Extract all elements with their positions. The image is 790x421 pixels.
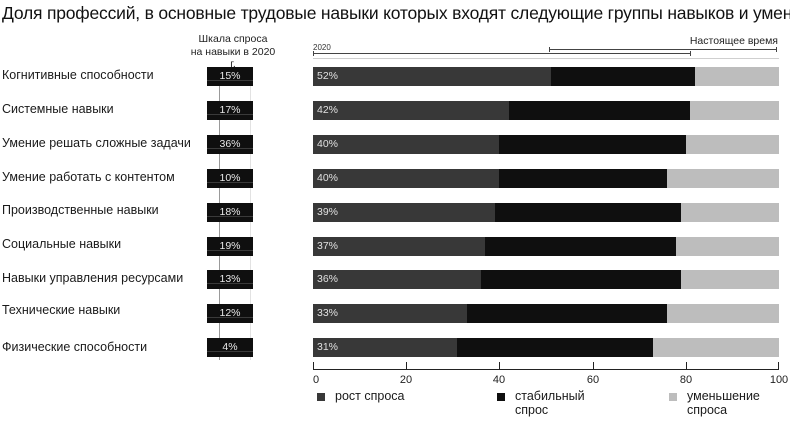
timeline-2020-bracket bbox=[313, 51, 691, 56]
legend-item-stable: стабильный спрос bbox=[497, 389, 590, 417]
row-label: Социальные навыки bbox=[2, 237, 122, 251]
demand-scale-box: 10% bbox=[207, 169, 253, 188]
row-label: Навыки управления ресурсами bbox=[2, 271, 184, 285]
segment-growth: 52% bbox=[313, 67, 551, 86]
scale-header-line1: Шкала спроса bbox=[198, 33, 268, 45]
stacked-bar: 40% bbox=[313, 169, 779, 188]
segment-decline bbox=[681, 203, 779, 222]
stacked-bar: 31% bbox=[313, 338, 779, 357]
segment-stable bbox=[485, 237, 677, 256]
timeline-now-bracket bbox=[549, 47, 777, 52]
axis-tick bbox=[313, 362, 314, 370]
header-separator bbox=[313, 58, 779, 59]
segment-stable bbox=[480, 270, 682, 289]
x-axis bbox=[313, 362, 779, 370]
legend-swatch-icon bbox=[669, 393, 677, 401]
legend-label: стабильный спрос bbox=[515, 389, 585, 417]
segment-growth: 31% bbox=[313, 338, 458, 357]
stacked-bar: 36% bbox=[313, 270, 779, 289]
bracket-cap-right bbox=[776, 47, 777, 52]
growth-value: 52% bbox=[317, 70, 339, 82]
demand-scale-box: 18% bbox=[207, 203, 253, 222]
axis-tick-label: 40 bbox=[492, 374, 506, 386]
axis-tick bbox=[685, 362, 687, 370]
row-label: Умение решать сложные задачи bbox=[2, 136, 191, 150]
legend-item-growth: рост спроса bbox=[317, 389, 445, 403]
demand-scale-box: 12% bbox=[207, 304, 253, 323]
demand-scale-box: 36% bbox=[207, 135, 253, 154]
row-label: Технические навыки bbox=[2, 303, 121, 317]
segment-growth: 39% bbox=[313, 203, 495, 222]
growth-value: 39% bbox=[317, 206, 339, 218]
segment-growth: 42% bbox=[313, 101, 509, 120]
segment-stable bbox=[508, 101, 691, 120]
growth-value: 42% bbox=[317, 104, 339, 116]
axis-tick bbox=[777, 362, 779, 370]
axis-tick-label: 0 bbox=[312, 374, 320, 386]
demand-scale-box: 17% bbox=[207, 101, 253, 120]
growth-value: 31% bbox=[317, 341, 339, 353]
segment-growth: 37% bbox=[313, 237, 486, 256]
segment-stable bbox=[494, 203, 682, 222]
legend-swatch-icon bbox=[317, 393, 325, 401]
segment-decline bbox=[690, 101, 779, 120]
segment-growth: 36% bbox=[313, 270, 481, 289]
row-label: Когнитивные способности bbox=[2, 68, 154, 82]
demand-scale-box: 15% bbox=[207, 67, 253, 86]
bracket-cap-left bbox=[549, 47, 550, 52]
row-label: Физические способности bbox=[2, 340, 148, 354]
row-label: Производственные навыки bbox=[2, 203, 159, 217]
stacked-bar: 52% bbox=[313, 67, 779, 86]
segment-stable bbox=[550, 67, 696, 86]
stacked-bar: 37% bbox=[313, 237, 779, 256]
growth-value: 37% bbox=[317, 240, 339, 252]
stacked-bar: 42% bbox=[313, 101, 779, 120]
timeline-start-label: 2020 bbox=[313, 43, 331, 52]
segment-decline bbox=[653, 338, 779, 357]
segment-growth: 40% bbox=[313, 135, 500, 154]
segment-stable bbox=[499, 169, 668, 188]
scale-header-line2: на навыки в 2020 г. bbox=[190, 45, 276, 71]
row-label: Системные навыки bbox=[2, 102, 114, 116]
row-label: Умение работать с контентом bbox=[2, 170, 175, 184]
stacked-bar: 40% bbox=[313, 135, 779, 154]
segment-growth: 40% bbox=[313, 169, 500, 188]
axis-tick-label: 80 bbox=[679, 374, 693, 386]
segment-growth: 33% bbox=[313, 304, 467, 323]
segment-stable bbox=[466, 304, 668, 323]
legend-item-decline: уменьшение спроса bbox=[669, 389, 767, 417]
timeline-now-label: Настоящее время bbox=[689, 35, 778, 47]
segment-decline bbox=[676, 237, 779, 256]
scale-header: Шкала спроса на навыки в 2020 г. bbox=[188, 33, 278, 71]
axis-tick bbox=[592, 362, 594, 370]
segment-stable bbox=[499, 135, 686, 154]
growth-value: 36% bbox=[317, 273, 339, 285]
legend-label: рост спроса bbox=[335, 389, 405, 403]
demand-scale-box: 4% bbox=[207, 338, 253, 357]
segment-decline bbox=[685, 135, 779, 154]
legend-label: уменьшение спроса bbox=[687, 389, 760, 417]
demand-scale-box: 19% bbox=[207, 237, 253, 256]
growth-value: 40% bbox=[317, 172, 339, 184]
segment-decline bbox=[695, 67, 779, 86]
bracket-cap-left bbox=[313, 51, 314, 56]
stacked-bar: 33% bbox=[313, 304, 779, 323]
segment-decline bbox=[667, 304, 779, 323]
segment-stable bbox=[457, 338, 654, 357]
growth-value: 33% bbox=[317, 307, 339, 319]
axis-tick bbox=[499, 362, 501, 370]
demand-scale-box: 13% bbox=[207, 270, 253, 289]
axis-tick-label: 20 bbox=[399, 374, 413, 386]
legend-swatch-icon bbox=[497, 393, 505, 401]
chart-title: Доля профессий, в основные трудовые навы… bbox=[2, 3, 790, 23]
growth-value: 40% bbox=[317, 138, 339, 150]
stacked-bar: 39% bbox=[313, 203, 779, 222]
segment-decline bbox=[667, 169, 779, 188]
axis-tick-label: 100 bbox=[769, 374, 789, 386]
bracket-cap-right bbox=[690, 51, 691, 56]
axis-tick-label: 60 bbox=[586, 374, 600, 386]
axis-tick bbox=[406, 362, 408, 370]
segment-decline bbox=[681, 270, 779, 289]
